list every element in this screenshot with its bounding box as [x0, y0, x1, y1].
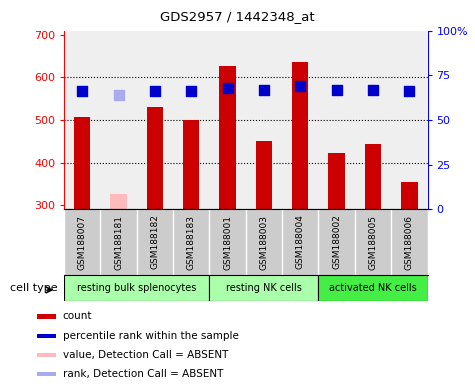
- Text: GSM188003: GSM188003: [259, 215, 268, 270]
- Text: GSM188181: GSM188181: [114, 215, 123, 270]
- Text: GSM188007: GSM188007: [78, 215, 87, 270]
- Bar: [137, 31, 173, 209]
- Bar: [292, 62, 308, 209]
- Point: [296, 83, 304, 89]
- Text: GSM188004: GSM188004: [296, 215, 305, 270]
- Bar: [365, 144, 381, 209]
- Text: resting NK cells: resting NK cells: [226, 283, 302, 293]
- Bar: [391, 31, 428, 209]
- Bar: [173, 31, 209, 209]
- Point: [369, 86, 377, 93]
- Bar: [64, 31, 101, 209]
- Bar: [37, 353, 56, 357]
- Text: percentile rank within the sample: percentile rank within the sample: [63, 331, 239, 341]
- Text: GSM188006: GSM188006: [405, 215, 414, 270]
- Bar: [282, 31, 318, 209]
- Text: GSM188001: GSM188001: [223, 215, 232, 270]
- Bar: [37, 333, 56, 338]
- Text: GSM188183: GSM188183: [187, 215, 196, 270]
- Text: GSM188002: GSM188002: [332, 215, 341, 270]
- Bar: [401, 182, 418, 209]
- Bar: [64, 275, 209, 301]
- Bar: [329, 153, 345, 209]
- Bar: [37, 314, 56, 319]
- Point: [406, 88, 413, 94]
- Bar: [219, 66, 236, 209]
- Bar: [111, 194, 127, 209]
- Bar: [209, 31, 246, 209]
- Text: value, Detection Call = ABSENT: value, Detection Call = ABSENT: [63, 350, 228, 360]
- Bar: [74, 117, 90, 209]
- Point: [115, 92, 123, 98]
- Text: resting bulk splenocytes: resting bulk splenocytes: [77, 283, 197, 293]
- Point: [224, 85, 231, 91]
- Point: [260, 86, 268, 93]
- Bar: [246, 31, 282, 209]
- Point: [333, 86, 341, 93]
- Bar: [355, 31, 391, 209]
- Text: count: count: [63, 311, 92, 321]
- Bar: [209, 275, 318, 301]
- Bar: [147, 107, 163, 209]
- Bar: [101, 31, 137, 209]
- Text: rank, Detection Call = ABSENT: rank, Detection Call = ABSENT: [63, 369, 223, 379]
- Bar: [318, 275, 428, 301]
- Point: [78, 88, 86, 94]
- Point: [151, 88, 159, 94]
- Bar: [37, 372, 56, 376]
- Text: GSM188005: GSM188005: [369, 215, 378, 270]
- Text: activated NK cells: activated NK cells: [329, 283, 417, 293]
- Point: [188, 88, 195, 94]
- Bar: [183, 120, 199, 209]
- Bar: [256, 141, 272, 209]
- Text: cell type: cell type: [10, 283, 57, 293]
- Bar: [318, 31, 355, 209]
- Text: GSM188182: GSM188182: [151, 215, 160, 270]
- Text: GDS2957 / 1442348_at: GDS2957 / 1442348_at: [160, 10, 315, 23]
